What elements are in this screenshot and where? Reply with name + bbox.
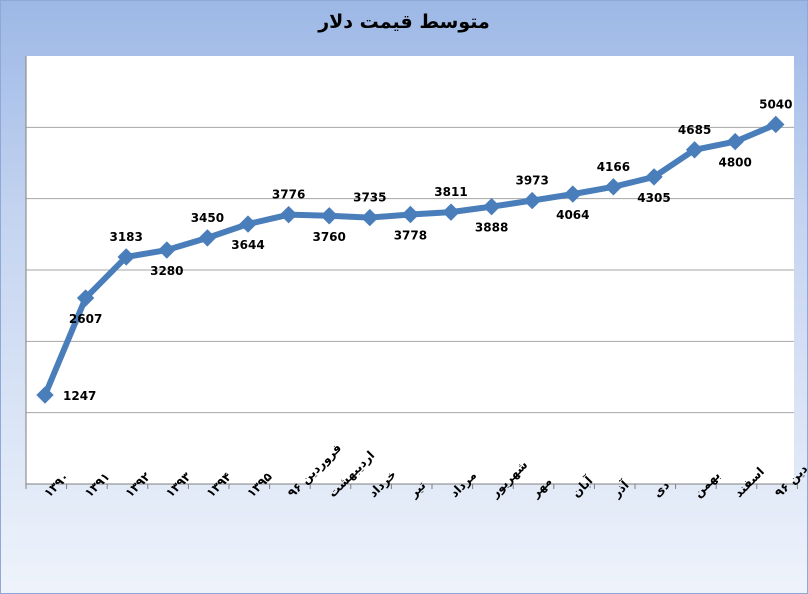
data-point-marker [239,215,257,233]
data-label: 4305 [637,191,670,205]
data-point-marker [726,132,744,151]
data-label: 4064 [556,208,589,222]
data-label: 3776 [272,188,305,202]
data-point-marker [442,203,460,221]
data-label: 3760 [312,230,345,244]
data-point-marker [767,115,785,134]
data-point-marker [361,208,379,227]
data-point-marker [645,168,663,186]
data-label: 3450 [191,211,224,225]
data-label: 3183 [109,230,142,244]
data-label: 4800 [718,156,751,170]
data-point-marker [523,191,541,210]
data-point-marker [401,205,420,224]
data-label: 3644 [231,238,264,252]
data-label: 3280 [150,264,183,278]
data-label: 4685 [678,123,711,137]
data-point-marker [564,185,582,203]
data-point-marker [36,386,54,404]
data-point-marker [482,197,501,216]
data-label: 1247 [63,389,96,403]
data-point-marker [158,241,176,259]
chart-title: متوسط قیمت دلار [318,11,490,33]
data-point-marker [685,141,704,159]
data-point-marker [279,205,298,224]
data-label: 3888 [475,221,508,235]
data-point-marker [320,207,338,225]
data-label: 3973 [515,174,548,188]
data-point-marker [76,289,95,307]
data-point-marker [198,229,217,247]
data-point-marker [604,178,623,196]
data-label: 4166 [597,160,630,174]
data-label: 2607 [69,312,102,326]
data-point-marker [117,248,135,266]
data-label: 5040 [759,97,792,111]
data-label: 3778 [394,229,427,243]
data-label: 3735 [353,191,386,205]
data-label: 3811 [434,185,467,199]
